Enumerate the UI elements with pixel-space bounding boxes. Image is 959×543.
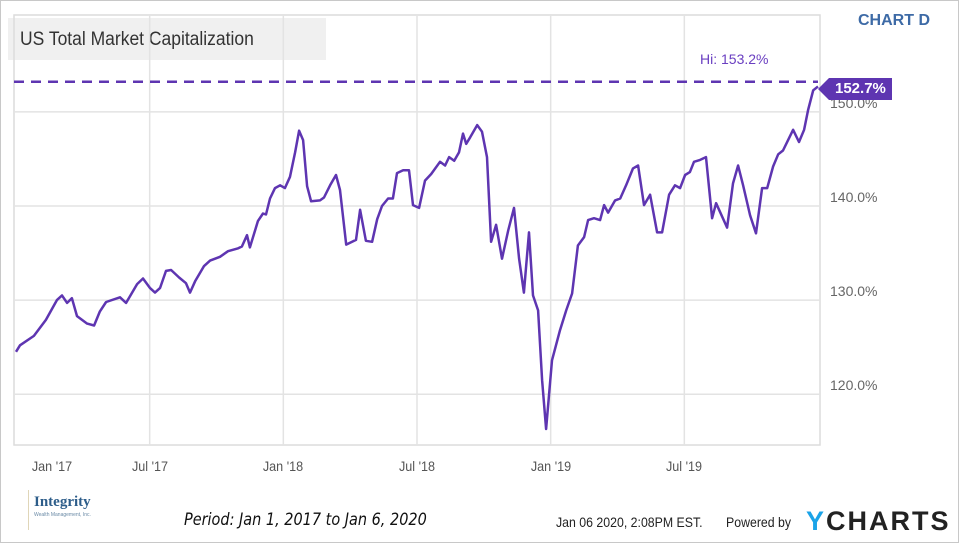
period-note: Period: Jan 1, 2017 to Jan 6, 2020 (184, 510, 427, 530)
x-tick-label: Jan '17 (31, 458, 73, 474)
x-tick-label: Jan '18 (263, 458, 304, 474)
title-box (8, 18, 326, 60)
chart-title: US Total Market Capitalization (20, 29, 254, 50)
y-tick-label: 120.0% (830, 377, 878, 394)
hi-label: Hi: 153.2% (700, 51, 769, 67)
ycharts-logo-y: Y (806, 506, 827, 536)
y-tick-label: 140.0% (830, 189, 878, 205)
x-tick-label: Jul '18 (398, 458, 436, 474)
timestamp: Jan 06 2020, 2:08PM EST. (556, 514, 703, 530)
last-value-badge: 152.7% (818, 78, 892, 100)
ycharts-logo[interactable]: YCHARTS (806, 506, 951, 537)
chart-tag: CHART D (858, 12, 930, 29)
integrity-logo: Integrity (34, 494, 91, 510)
ycharts-logo-text: CHARTS (826, 506, 951, 536)
x-tick-label: Jul '19 (666, 458, 703, 474)
integrity-logo-subtitle: Wealth Management, Inc. (34, 512, 91, 518)
logo-decoration (28, 490, 29, 530)
x-tick-label: Jul '17 (131, 458, 168, 474)
y-tick-label: 130.0% (830, 283, 878, 300)
powered-by: Powered by (726, 514, 792, 530)
x-tick-label: Jan '19 (530, 458, 571, 474)
